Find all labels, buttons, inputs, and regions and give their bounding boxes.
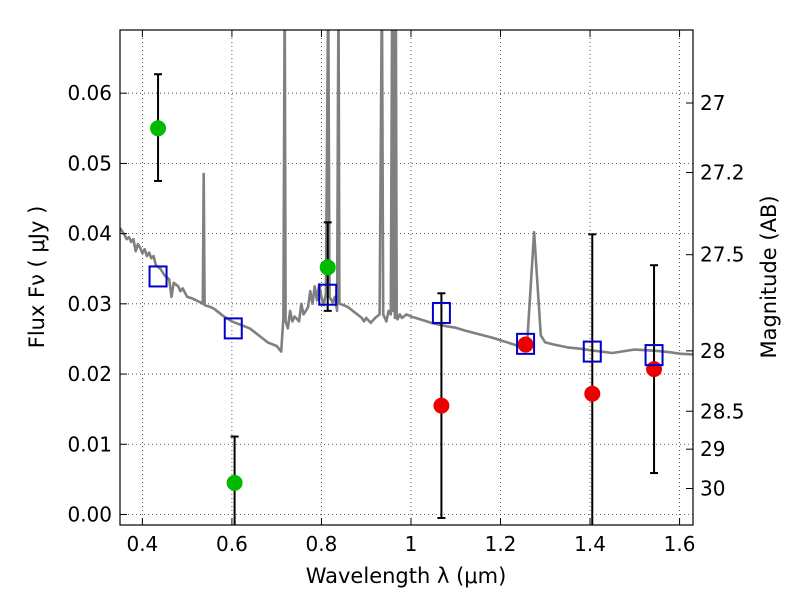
model-photometry-square: [431, 301, 451, 324]
y-tick-label: 0.04: [67, 222, 112, 246]
detection-point: [319, 259, 336, 276]
x-tick-label: 0.6: [216, 532, 248, 556]
x-tick-label: 1.4: [574, 532, 606, 556]
right-tick-label: 27.5: [700, 243, 745, 267]
low-significance-point: [646, 361, 663, 378]
y-tick-label: 0.06: [67, 81, 112, 105]
right-tick-label: 28.5: [700, 399, 745, 423]
x-tick-label: 1: [405, 532, 418, 556]
low-significance-point: [584, 385, 601, 402]
right-tick-label: 30: [700, 476, 725, 500]
right-tick-label: 28: [700, 339, 725, 363]
low-significance-point: [433, 397, 450, 414]
x-tick-label: 1.2: [485, 532, 517, 556]
y-tick-label: 0.00: [67, 502, 112, 526]
x-tick-label: 0.4: [126, 532, 158, 556]
model-photometry-square: [516, 332, 536, 355]
y-axis-title: Flux Fν ( μJy ): [25, 206, 49, 349]
plot-frame: [119, 29, 694, 526]
right-axis-title: Magnitude (AB): [757, 195, 781, 358]
model-photometry-square: [644, 344, 664, 367]
detection-point: [150, 120, 167, 137]
x-tick-label: 0.8: [306, 532, 338, 556]
marker-layer: [148, 120, 664, 491]
grid-layer: [120, 30, 693, 525]
model-photometry-square: [318, 283, 338, 306]
detection-point: [226, 474, 243, 491]
right-tick-label: 29: [700, 437, 725, 461]
model-photometry-square: [148, 265, 168, 288]
x-tick-label: 1.6: [664, 532, 696, 556]
right-tick-label: 27.2: [700, 161, 745, 185]
model-photometry-square: [582, 340, 602, 363]
x-axis-title: Wavelength λ (μm): [306, 564, 507, 588]
y-tick-label: 0.03: [67, 292, 112, 316]
model-spectrum-line: [120, 30, 693, 356]
y-tick-label: 0.02: [67, 362, 112, 386]
spectrum-layer: [120, 30, 693, 356]
low-significance-point: [517, 336, 534, 353]
model-photometry-square: [223, 317, 243, 340]
y-tick-label: 0.05: [67, 151, 112, 175]
y-tick-label: 0.01: [67, 432, 112, 456]
tick-layer: 0.4 0.6 0.8 1 1.2 1.4 1.6 0.00 0.01 0.02 0.03 0.04 0…: [67, 30, 745, 556]
right-tick-label: 27: [700, 91, 725, 115]
